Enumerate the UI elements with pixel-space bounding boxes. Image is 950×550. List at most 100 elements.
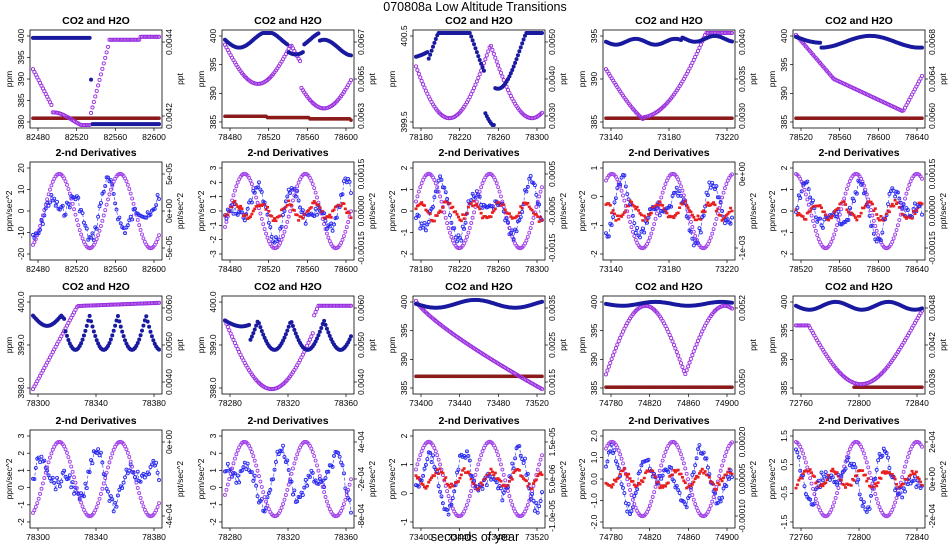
data-point [327, 224, 332, 229]
data-point [446, 494, 451, 499]
data-point [539, 30, 544, 35]
y2-tick-label: -8e-04 [356, 503, 366, 528]
data-point [615, 342, 620, 347]
data-point [539, 471, 543, 474]
data-point [157, 347, 162, 352]
series-line [224, 445, 352, 513]
data-point [157, 196, 161, 201]
y2-tick-label: 0.0052 [737, 295, 747, 321]
x-tick-label: 73440 [448, 398, 472, 408]
data-point [419, 478, 424, 483]
data-point [127, 186, 132, 191]
y-tick-label: 2 [208, 451, 218, 456]
data-point [730, 116, 734, 120]
y-tick-label: -1 [16, 501, 26, 509]
y-tick-label: 390 [208, 86, 218, 100]
data-point [827, 218, 831, 222]
data-point [686, 485, 690, 489]
panel-title: 2-nd Derivatives [55, 147, 136, 159]
data-point [729, 39, 734, 44]
data-point [295, 499, 300, 504]
data-point [517, 218, 522, 223]
data-point [346, 488, 351, 492]
y-tick-label: 400.0 [16, 291, 26, 313]
data-point [672, 479, 676, 483]
data-point [90, 105, 95, 110]
data-point [316, 468, 321, 473]
data-point [148, 212, 153, 217]
data-point [50, 447, 55, 452]
data-point [490, 470, 494, 474]
data-point [705, 203, 709, 207]
x-tick-label: 78280 [218, 532, 242, 542]
data-point [662, 186, 666, 191]
data-point [235, 180, 240, 185]
data-point [455, 213, 459, 216]
y2-axis-label: ppt [367, 338, 377, 350]
data-point [38, 491, 43, 496]
data-point [540, 473, 544, 477]
x-tick-label: 73140 [599, 264, 623, 274]
data-point [286, 482, 291, 487]
data-point [497, 67, 502, 72]
data-point [103, 208, 108, 213]
data-point [507, 212, 511, 215]
data-point [609, 357, 614, 362]
data-point [292, 327, 297, 332]
data-point [416, 484, 421, 489]
data-point [642, 476, 646, 480]
y2-tick-label: -0.00015 [356, 231, 366, 265]
data-point [322, 318, 327, 323]
main-title: 070808a Low Altitude Transitions [383, 0, 567, 14]
y2-axis-label: ppt/sec^2 [175, 193, 185, 229]
y2-axis-label: ppt/sec^2 [558, 193, 568, 229]
data-point [510, 68, 515, 73]
data-point [445, 200, 449, 204]
data-point [324, 326, 329, 331]
y-tick-label: 1 [208, 468, 218, 473]
data-point [469, 477, 473, 481]
data-point [81, 333, 86, 338]
plot-area [603, 30, 735, 122]
plot-area [794, 171, 924, 251]
y-tick-label: 1 [399, 462, 409, 467]
data-point [667, 332, 672, 337]
data-point [414, 207, 418, 211]
data-point [138, 496, 143, 500]
data-point [337, 454, 342, 459]
plot-frame [29, 161, 163, 261]
data-point [426, 56, 431, 61]
data-point [844, 203, 848, 206]
series-line [795, 180, 923, 243]
data-point [511, 506, 516, 511]
data-point [534, 478, 538, 482]
data-point [477, 189, 482, 194]
data-point [295, 334, 300, 339]
data-point [456, 467, 461, 472]
y-axis-label: ppm/sec^2 [387, 190, 397, 231]
data-point [223, 214, 227, 218]
data-point [465, 502, 469, 507]
x-tick-label: 78220 [448, 132, 472, 142]
data-point [93, 94, 98, 99]
series-line [605, 174, 733, 246]
data-point [283, 332, 288, 337]
data-point [449, 482, 453, 486]
x-tick-label: 78320 [276, 398, 300, 408]
y-tick-label: -10 [16, 226, 26, 239]
data-point [720, 219, 724, 222]
data-point [499, 479, 503, 483]
data-point [138, 228, 143, 232]
data-point [264, 499, 269, 504]
y-tick-label: 1 [16, 468, 26, 473]
data-point [123, 444, 127, 449]
plot-area [603, 299, 735, 389]
data-point [288, 191, 293, 195]
data-point [96, 501, 101, 506]
data-point [224, 487, 229, 492]
data-point [649, 499, 654, 504]
data-point [55, 475, 60, 480]
data-point [496, 63, 501, 68]
y-tick-label: 395 [589, 323, 599, 337]
y2-tick-label: 1.5e-05 [547, 427, 557, 456]
